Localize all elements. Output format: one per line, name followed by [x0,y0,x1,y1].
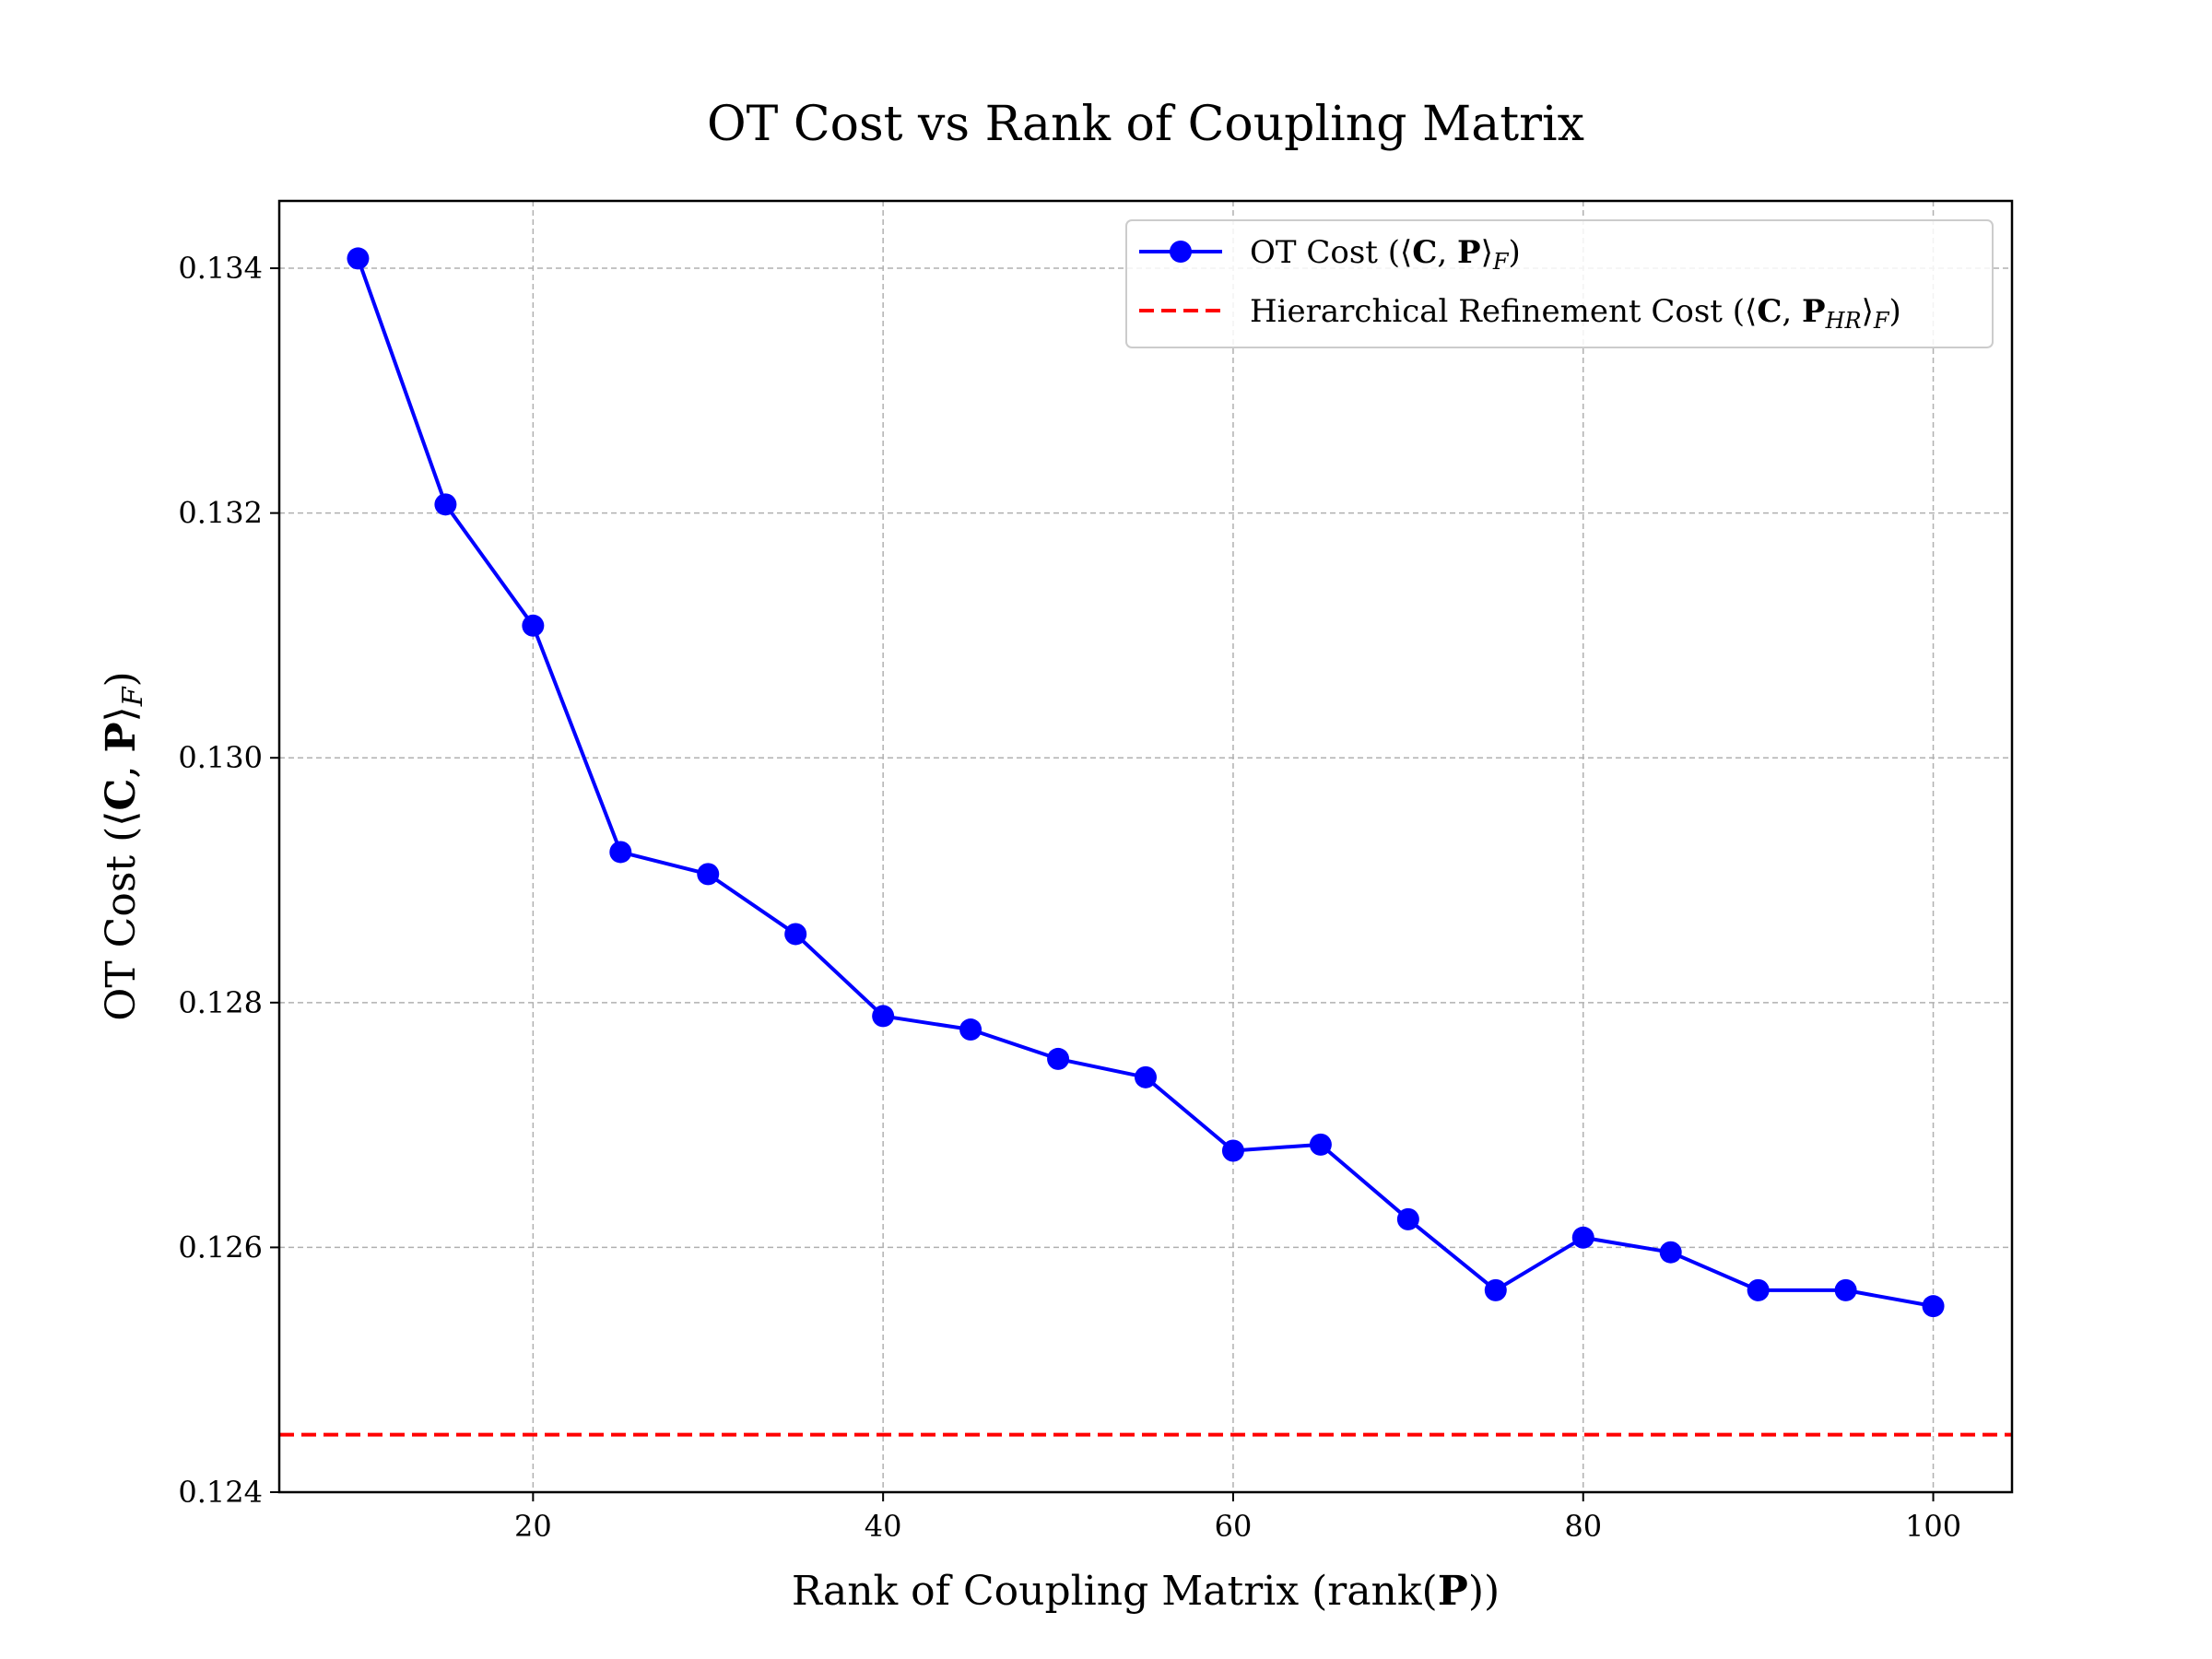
ot-cost-point [1922,1295,1945,1318]
y-axis-label: OT Cost (⟨C, P⟩F) [98,671,149,1020]
ot-cost-point [347,247,370,270]
x-axis-ticks: 20 40 60 80 100 [514,1492,1961,1544]
x-tick-label: 40 [865,1509,902,1544]
ot-cost-point [1571,1226,1594,1249]
x-tick-label: 80 [1564,1509,1602,1544]
y-tick-label: 0.124 [178,1475,263,1510]
x-axis-label: Rank of Coupling Matrix (rank(P)) [792,1568,1500,1615]
ot-cost-point [1484,1278,1507,1301]
plot-area-frame [277,199,2014,1494]
ot-cost-point [1047,1047,1070,1070]
ot-cost-point [1834,1278,1857,1301]
ot-cost-point [872,1005,895,1028]
y-tick-label: 0.128 [178,985,263,1020]
y-tick-label: 0.126 [178,1230,263,1265]
ot-cost-point [1309,1133,1332,1156]
y-axis-ticks: 0.124 0.126 0.128 0.130 0.132 0.134 [178,251,279,1510]
ot-cost-point [697,863,720,886]
y-tick-label: 0.134 [178,251,263,286]
y-tick-label: 0.132 [178,496,263,531]
legend: OT Cost (⟨C, P⟩F) Hierarchical Refinemen… [1125,219,1994,348]
legend-box [1125,219,1994,348]
grid [279,201,2012,1493]
legend-marker-ot-cost [1170,241,1192,263]
ot-cost-point [1221,1139,1244,1162]
ot-cost-point [434,493,457,516]
ot-cost-series-line [356,257,1934,1309]
legend-text-ot-cost: OT Cost (⟨C, P⟩F) [1250,234,1521,275]
ot-cost-point [609,841,632,864]
x-tick-label: 100 [1905,1509,1961,1544]
ot-cost-point [522,614,545,637]
ot-cost-point [1396,1207,1419,1230]
ot-cost-point [784,923,807,946]
chart-title: OT Cost vs Rank of Coupling Matrix [707,97,1584,152]
y-tick-label: 0.130 [178,740,263,775]
series-layer [347,247,1945,1318]
x-tick-label: 60 [1215,1509,1253,1544]
ot-cost-point [1747,1278,1770,1301]
legend-text-hr-cost: Hierarchical Refinement Cost (⟨C, PHR⟩F) [1250,293,1901,334]
ot-cost-point [1659,1241,1682,1264]
x-tick-label: 20 [514,1509,552,1544]
ot-cost-point [959,1018,982,1041]
ot-cost-point [1135,1065,1157,1088]
